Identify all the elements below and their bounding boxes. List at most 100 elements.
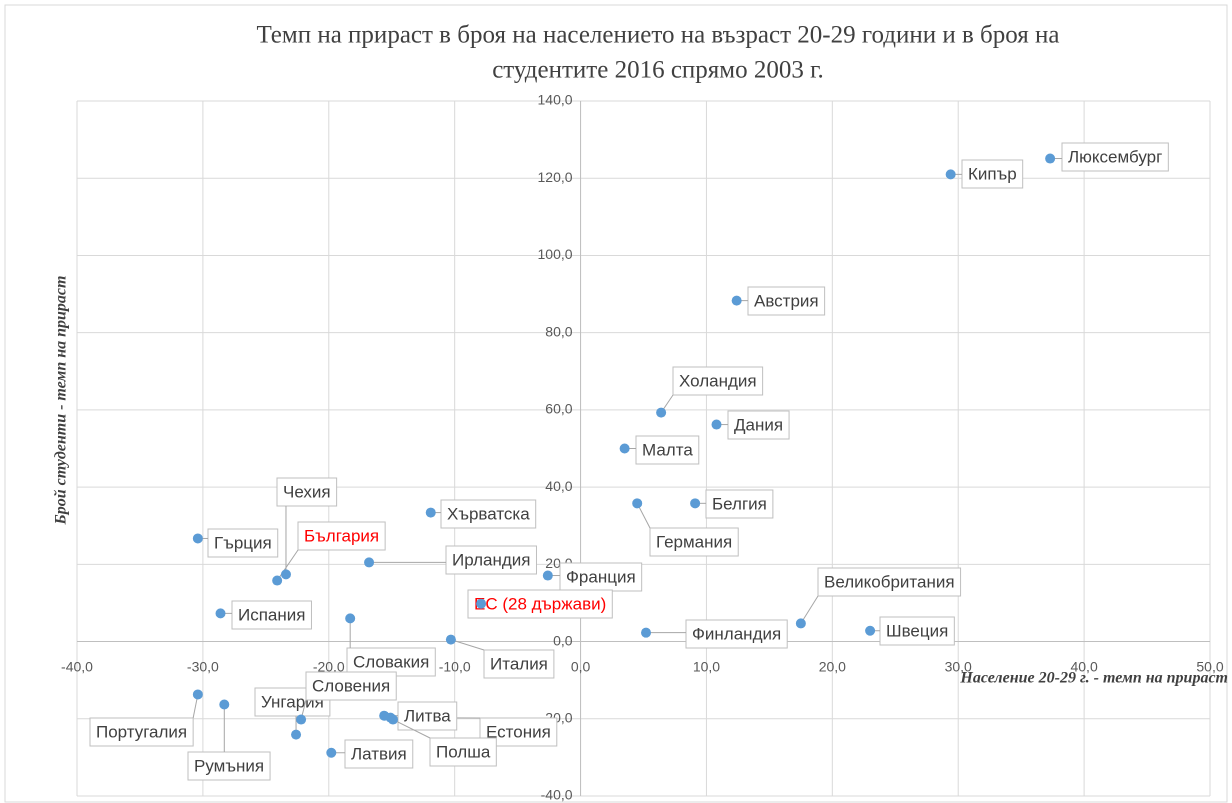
data-label: Словакия [346,618,436,677]
label-text: Словения [312,676,390,695]
point [215,608,226,619]
label-box [89,717,194,747]
leader-line [800,595,819,624]
leader-line [450,639,485,651]
data-label: Италия [450,639,555,679]
leader-line [392,719,431,739]
chart-title: студентите 2016 спрямо 2003 г. [492,57,824,84]
label-text: Словакия [353,652,429,671]
label-text: Латвия [351,744,407,763]
point [542,570,553,581]
data-label: Финландия [646,619,788,649]
label-text: Литва [404,706,451,725]
point [326,747,337,758]
label-text: Румъния [194,756,264,775]
x-tick-label: 50,0 [1196,658,1223,674]
label-box [635,435,700,465]
leader-line [276,549,299,581]
data-label: Румъния [187,704,271,781]
label-box [649,527,739,557]
point [445,634,456,645]
data-label: Португалия [89,694,199,747]
point [865,625,876,636]
y-axis-title: Брой студенти - темп на прираст [53,276,70,526]
label-box [879,616,955,646]
data-label: Ирландия [369,545,537,575]
label-text: Португалия [96,722,187,741]
label-text: Италия [490,654,548,673]
x-tick-label: 0,0 [571,658,591,674]
data-label: Швеция [870,616,955,646]
label-text: Ирландия [452,550,530,569]
data-label: Дания [716,410,790,440]
y-tick-label: 60,0 [545,401,572,417]
label-text: Гърция [214,533,272,552]
data-label: Литва [384,701,458,731]
data-labels: Люксембург Кипър Австрия Холандия Дания Малта… [89,142,1169,781]
y-tick-label: 40,0 [545,478,572,494]
point [711,419,722,430]
label-box [231,600,312,630]
data-label: Латвия [331,739,414,769]
data-label: Гърция [197,528,279,558]
label-box [429,737,497,767]
chart-frame [4,4,1228,803]
label-box [467,589,613,619]
label-text: Франция [566,567,636,586]
point [296,714,307,725]
label-text: Финландия [692,624,781,643]
data-label: Франция [547,562,643,592]
label-box [705,489,774,519]
label-text: Люксембург [1068,147,1162,166]
data-label: Полша [392,719,497,767]
label-text: Холандия [679,371,757,390]
data-label: Словения [300,671,397,720]
label-text: Белгия [712,494,767,513]
point [379,710,390,721]
x-tick-label: -30,0 [187,658,219,674]
data-label: Люксембург [1050,142,1169,172]
label-box [747,286,826,316]
point [425,507,436,518]
label-text: Австрия [754,291,819,310]
label-text: България [304,526,379,545]
point [690,498,701,509]
label-text: Хърватска [447,504,530,523]
data-label: Германия [636,503,739,557]
point [219,699,230,710]
label-box [961,159,1024,189]
x-tick-label: -20,0 [313,658,345,674]
point [619,443,630,454]
data-label: Великобритания [800,567,962,624]
label-text: Германия [656,532,732,551]
point [345,613,356,624]
point [272,575,283,586]
data-label: Белгия [695,489,774,519]
label-box [297,521,386,551]
y-tick-label: 140,0 [538,92,573,108]
data-label: Испания [220,600,312,630]
data-label: ЕС (28 държави) [467,589,613,619]
x-tick-label: 20,0 [819,658,846,674]
data-label: Кипър [950,159,1024,189]
x-axis-title: Население 20-29 г. - темп на прираст [959,670,1228,687]
y-tick-label: 80,0 [545,323,572,339]
point [192,533,203,544]
label-box [187,751,271,781]
point [364,557,375,568]
data-label: Малта [624,435,700,465]
label-text: ЕС (28 държави) [474,594,606,613]
point [387,714,398,725]
label-text: Испания [238,605,305,624]
label-box [305,671,397,701]
point [656,407,667,418]
label-box [1061,142,1169,172]
y-tick-label: 0,0 [553,632,573,648]
label-box [440,499,537,529]
label-box [672,366,764,396]
label-text: Чехия [283,482,331,501]
label-box [685,619,788,649]
label-box [817,567,962,597]
label-box [207,528,279,558]
